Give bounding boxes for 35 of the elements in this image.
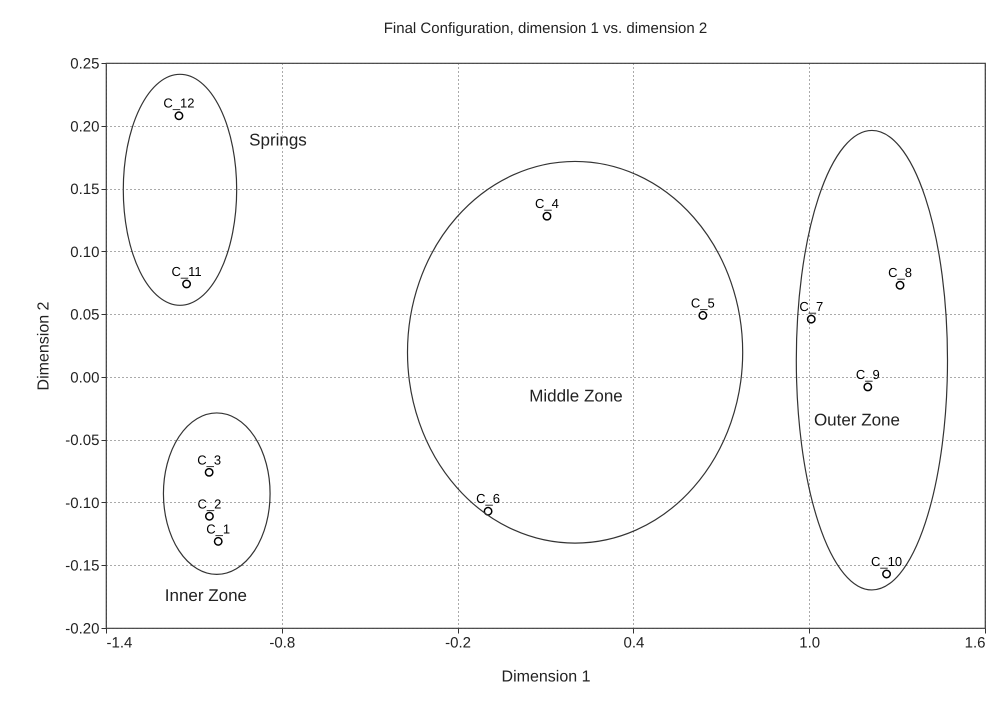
x-axis-title: Dimension 1	[502, 668, 591, 686]
x-tick-label: -0.8	[269, 634, 296, 652]
series-label: C_9	[856, 366, 880, 382]
annotation: Middle Zone	[529, 386, 623, 406]
annotation: Outer Zone	[814, 410, 900, 430]
x-tick-label: 1.0	[799, 634, 820, 652]
x-tick-label: 1.6	[964, 634, 986, 652]
y-tick-label: 0.00	[70, 369, 100, 386]
annotation: Inner Zone	[164, 586, 248, 606]
y-tick-label: 0.05	[70, 306, 100, 324]
series-label: C_7	[799, 299, 824, 314]
series-label: C_3	[197, 452, 222, 468]
x-tick-label: 0.4	[623, 634, 644, 652]
series-label: C_1	[206, 521, 230, 536]
y-tick-label: -0.15	[65, 558, 100, 575]
series-label: C_4	[535, 196, 559, 212]
series-label: C_10	[871, 554, 902, 570]
chart-title: Final Configuration, dimension 1 vs. dimension 2	[384, 20, 708, 37]
y-tick-label: -0.10	[65, 494, 100, 512]
series-label: C_2	[198, 496, 222, 512]
y-tick-label: -0.20	[65, 620, 100, 638]
annotation: Springs	[249, 130, 307, 150]
y-tick-label: 0.10	[70, 244, 100, 261]
series-label: C_8	[888, 265, 912, 280]
y-axis-title: Dimension 2	[35, 301, 52, 390]
y-tick-label: 0.25	[70, 56, 100, 72]
y-tick-label: 0.15	[70, 181, 100, 198]
series-label: C_6	[476, 491, 500, 506]
series-label: C_5	[690, 295, 715, 310]
y-tick-label: 0.20	[70, 118, 100, 136]
x-tick-label: -1.4	[106, 634, 132, 652]
series-label: C_11	[172, 264, 202, 279]
y-tick-label: -0.05	[65, 432, 100, 450]
x-tick-label: -0.2	[445, 634, 472, 652]
series-label: C_12	[163, 96, 194, 111]
